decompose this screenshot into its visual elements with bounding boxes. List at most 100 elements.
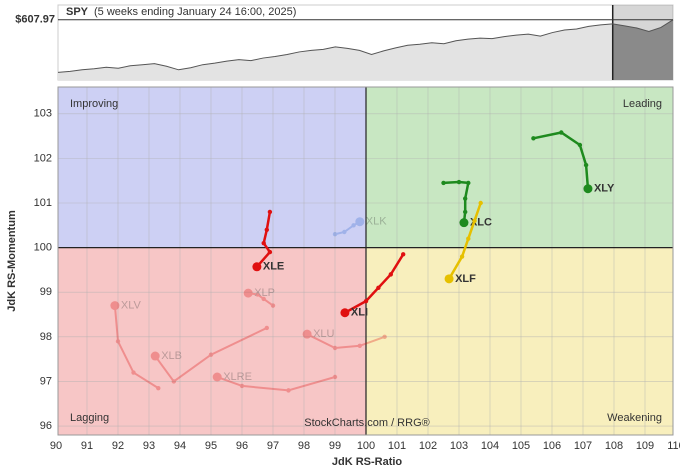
y-tick-label: 99 <box>40 286 52 298</box>
head <box>355 217 365 227</box>
plot-area <box>58 87 673 435</box>
head <box>340 308 350 318</box>
tail-point <box>342 229 347 235</box>
series: XLRE <box>212 371 338 393</box>
head <box>150 351 160 361</box>
head <box>459 218 469 228</box>
tail-point <box>456 179 462 185</box>
tail-point <box>357 343 362 348</box>
tail-point <box>559 130 564 135</box>
tail-point <box>388 272 393 277</box>
series: XLB <box>150 325 269 384</box>
series-label: XLK <box>366 216 387 228</box>
x-tick-label: 104 <box>481 440 499 452</box>
head <box>252 262 262 272</box>
price-label: $607.97 <box>15 14 55 26</box>
tail-point <box>376 285 381 290</box>
series: XLF <box>444 200 483 285</box>
series: XLV <box>110 300 161 391</box>
series-label: XLU <box>313 328 334 340</box>
y-tick-label: 96 <box>40 420 52 432</box>
quadrant-label: Lagging <box>70 412 109 424</box>
tail-point <box>401 252 406 257</box>
quadrant-label: Improving <box>70 98 118 110</box>
head <box>444 274 454 284</box>
spy-line <box>57 19 674 73</box>
y-tick-label: 102 <box>34 152 52 164</box>
tail <box>216 376 336 392</box>
x-tick-label: 98 <box>298 440 310 452</box>
tail-point <box>286 388 291 393</box>
x-tick-label: 91 <box>81 440 93 452</box>
x-tick-label: 90 <box>50 440 62 452</box>
tail-point <box>208 352 214 357</box>
tail-point <box>441 180 446 186</box>
series: XLE <box>252 209 284 273</box>
tail-point <box>261 240 266 246</box>
tail-point <box>382 334 387 340</box>
x-tick-label: 102 <box>419 440 437 452</box>
head <box>302 329 312 339</box>
series-label: XLB <box>161 350 182 362</box>
series: XLY <box>531 130 615 195</box>
tail-point <box>463 196 468 201</box>
head <box>583 184 593 194</box>
x-tick-label: 108 <box>605 440 623 452</box>
tail-point <box>332 345 338 351</box>
tail-point <box>131 370 136 375</box>
quadrant <box>366 247 673 435</box>
series: XLP <box>243 287 276 308</box>
y-tick-label: 98 <box>40 331 52 343</box>
spy-subtitle: (5 weeks ending January 24 16:00, 2025) <box>94 6 296 18</box>
tail <box>154 327 268 383</box>
tail-point <box>261 296 266 302</box>
x-tick-label: 93 <box>143 440 155 452</box>
tail-point <box>466 236 471 241</box>
x-tick-label: 95 <box>205 440 217 452</box>
x-tick-label: 105 <box>512 440 530 452</box>
tail-point <box>267 249 273 255</box>
head <box>212 372 222 382</box>
head <box>110 301 120 311</box>
x-tick-label: 97 <box>267 440 279 452</box>
quadrant-label: Weakening <box>607 412 662 424</box>
head <box>243 288 253 298</box>
tail-point <box>264 227 269 232</box>
x-tick-label: 106 <box>543 440 561 452</box>
y-tick-label: 101 <box>34 197 52 209</box>
series-label: XLF <box>455 273 476 285</box>
series-label: XLRE <box>223 371 252 383</box>
watermark: StockCharts.com / RRG® <box>304 417 429 429</box>
series-label: XLY <box>594 183 615 195</box>
y-axis-title: JdK RS-Momentum <box>6 210 18 312</box>
x-tick-label: 107 <box>574 440 592 452</box>
y-tick-label: 103 <box>34 108 52 120</box>
y-tick-label: 97 <box>40 375 52 387</box>
series-label: XLP <box>254 287 275 299</box>
x-tick-label: 101 <box>388 440 406 452</box>
spy-title: SPY <box>66 6 89 18</box>
tail <box>306 333 385 350</box>
series-label: XLE <box>263 261 284 273</box>
y-tick-label: 100 <box>34 242 52 254</box>
x-tick-label: 99 <box>329 440 341 452</box>
tail-point <box>463 209 468 215</box>
x-tick-label: 92 <box>112 440 124 452</box>
tail-point <box>531 136 536 141</box>
x-tick-label: 109 <box>636 440 654 452</box>
tail-point <box>239 383 245 389</box>
tail-point <box>332 374 338 380</box>
tail-point <box>577 142 583 148</box>
tail-point <box>255 292 260 297</box>
tail-point <box>459 254 465 259</box>
series: XLK <box>332 216 387 237</box>
series: XLU <box>302 328 387 351</box>
tail-point <box>351 223 356 228</box>
tail-point <box>478 200 483 206</box>
tail-point <box>466 180 471 186</box>
series-label: XLI <box>351 307 368 319</box>
tail <box>113 305 159 390</box>
spy-shade <box>612 19 673 80</box>
series-label: XLV <box>121 300 142 312</box>
